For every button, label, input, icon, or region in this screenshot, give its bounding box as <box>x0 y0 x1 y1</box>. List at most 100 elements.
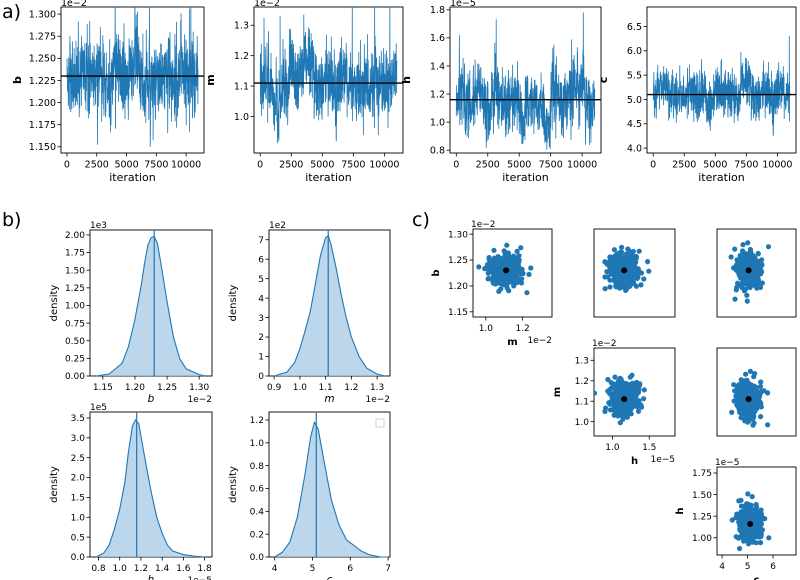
x-tick-label: 4 <box>272 564 278 574</box>
scatter-point <box>613 260 620 266</box>
y-tick-label: 0.6 <box>250 485 265 495</box>
scatter-point <box>629 276 635 282</box>
y-tick-label: 1.4 <box>430 61 445 72</box>
scatter-point <box>742 252 748 258</box>
y-tick-label: 1.25 <box>65 284 85 294</box>
x-tick-label: 4 <box>719 562 725 572</box>
scatter-point <box>741 389 747 396</box>
x-tick-label: 1.0 <box>113 564 128 574</box>
scatter-point <box>626 248 632 254</box>
y-axis-label: h <box>675 507 686 514</box>
y-tick-label: 6.0 <box>627 46 642 57</box>
scatter-point <box>754 504 760 510</box>
scatter-point <box>745 240 751 246</box>
scatter-point <box>636 398 642 404</box>
axes-frame <box>716 347 797 437</box>
scatter-point <box>636 387 642 393</box>
mean-marker <box>621 396 628 403</box>
y-tick-label: 1.175 <box>29 120 56 131</box>
y-tick-label: 1.0 <box>250 439 265 449</box>
scatter-point <box>746 410 752 416</box>
scatter-point <box>759 280 765 286</box>
y-tick-label: 1.00 <box>692 534 712 544</box>
x-tick-label: 5000 <box>310 160 334 171</box>
y-tick-label: 3.5 <box>71 414 85 424</box>
mean-marker <box>621 267 628 274</box>
scatter-point <box>641 276 647 282</box>
y-tick-label: 1.3 <box>234 21 249 32</box>
density-plot-h: 0.8 1.0 1.2 1.4 1.6 1.8 0.0 0.5 1.0 1.5 2.0 2.5 3.0 3… <box>49 403 213 580</box>
scatter-point <box>628 411 634 417</box>
scatter-point <box>752 529 758 535</box>
scatter-point <box>739 378 745 384</box>
scatter-point <box>735 535 742 541</box>
scatter-point <box>636 270 642 276</box>
scatter-points <box>594 372 647 426</box>
y-tick-label: 0.2 <box>250 530 264 540</box>
scatter-point <box>747 529 753 535</box>
y-tick-label: 1.25 <box>448 256 468 266</box>
scatter-point <box>625 272 631 278</box>
y-tick-label: 0 <box>258 372 264 382</box>
y-axis-label: b <box>11 76 24 84</box>
y-tick-label: 4 <box>258 294 264 304</box>
axes-frame <box>253 6 404 154</box>
x-axis-label: b <box>148 393 155 405</box>
x-axis-label: m <box>507 337 517 348</box>
trace-plot-c: 0 2500 5000 7500 10000 4.0 4.5 5.0 5.5 6.0 6.5 iter… <box>597 6 797 184</box>
y-tick-label: 1.50 <box>65 266 85 276</box>
density-plot-m: 0.9 1.0 1.1 1.2 1.3 0 1 2 3 4 5 6 7 m density 1e2 1e−2 <box>228 221 391 405</box>
density-area <box>96 236 206 376</box>
scatter-point <box>496 260 502 266</box>
scatter-point <box>605 376 611 383</box>
scatter-point <box>623 388 629 394</box>
y-tick-label: 6.5 <box>627 22 642 33</box>
scatter-point <box>746 278 752 284</box>
scatter-point <box>638 282 644 288</box>
scatter-point <box>602 286 608 292</box>
scatter-point <box>498 270 504 276</box>
scatter-points <box>602 244 652 293</box>
x-axis-label: h <box>148 574 155 580</box>
scatter-point <box>746 514 752 521</box>
scatter-point <box>741 266 747 272</box>
x-tick-label: 1.5 <box>642 443 656 453</box>
axes-frame <box>449 6 602 154</box>
scatter-point <box>492 279 498 285</box>
scatter-point <box>628 404 634 410</box>
scatter-points <box>476 242 534 296</box>
scatter-point <box>744 538 751 544</box>
y-tick-label: 1.275 <box>29 32 56 43</box>
scatter-point <box>605 388 611 394</box>
y-axis-label: density <box>228 285 239 322</box>
scatter-point <box>614 253 620 259</box>
y-tick-label: 1.00 <box>65 302 85 312</box>
x-exponent: 1e−2 <box>365 395 390 405</box>
scatter-point <box>496 256 502 262</box>
scatter-point <box>619 284 626 290</box>
x-tick-label: 1.1 <box>318 383 332 393</box>
axes-frame <box>60 6 205 154</box>
scatter-point <box>765 422 771 428</box>
x-axis-label: iteration <box>502 171 548 184</box>
y-tick-label: 1.75 <box>692 469 712 479</box>
y-axis-label: density <box>49 285 60 322</box>
scatter-point <box>486 276 492 282</box>
y-tick-label: 5 <box>258 275 264 285</box>
x-axis-label: c <box>754 575 760 580</box>
scatter-point <box>736 518 743 524</box>
x-tick-label: 7500 <box>144 160 168 171</box>
scatter-point <box>604 269 610 275</box>
scatter-point <box>757 519 763 525</box>
x-axis-label: iteration <box>109 171 155 184</box>
scatter-point <box>728 254 734 260</box>
scatter-point <box>740 259 746 265</box>
y-tick-label: 1.2 <box>575 377 589 387</box>
scatter-point <box>734 388 740 394</box>
y-tick-label: 1.20 <box>448 282 468 292</box>
x-tick-label: 1.2 <box>515 324 529 334</box>
y-axis-label: density <box>49 466 60 503</box>
scatter-point <box>500 279 506 285</box>
density-area <box>274 235 385 376</box>
mean-marker <box>503 267 510 274</box>
